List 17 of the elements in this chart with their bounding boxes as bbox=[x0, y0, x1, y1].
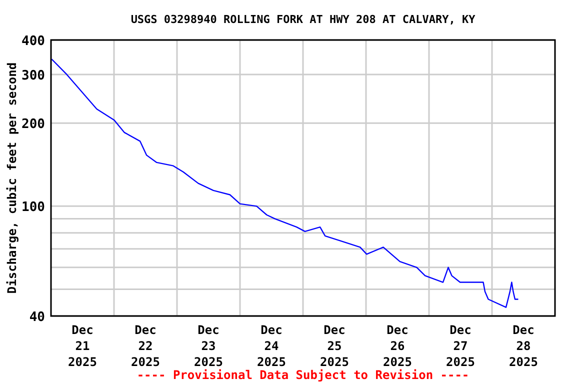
text: ---- Provisional Data Subject to Revision ---- bbox=[136, 368, 470, 382]
y-tick-label: 200 bbox=[22, 117, 46, 132]
y-axis-title: Discharge, cubic feet per second bbox=[5, 62, 19, 294]
y-tick-label: 400 bbox=[22, 34, 46, 49]
y-tick-label: 40 bbox=[29, 310, 46, 325]
x-tick-label: Dec 26 2025 bbox=[383, 323, 412, 369]
y-tick-label: 100 bbox=[22, 200, 46, 216]
x-tick-label: Dec 24 2025 bbox=[257, 323, 286, 369]
x-tick-label: Dec 28 2025 bbox=[509, 323, 538, 369]
x-tick-label: Dec 27 2025 bbox=[446, 323, 475, 369]
x-tick-label: Dec 21 2025 bbox=[68, 323, 97, 369]
x-tick-label: Dec 22 2025 bbox=[131, 323, 160, 369]
y-tick-label: 300 bbox=[22, 68, 46, 84]
chart-title: USGS 03298940 ROLLING FORK AT HWY 208 AT CALVARY, KY bbox=[130, 13, 476, 26]
line-series bbox=[51, 58, 519, 308]
x-tick-label: Dec 23 2025 bbox=[194, 323, 223, 369]
x-tick-label: Dec 25 2025 bbox=[320, 323, 349, 369]
